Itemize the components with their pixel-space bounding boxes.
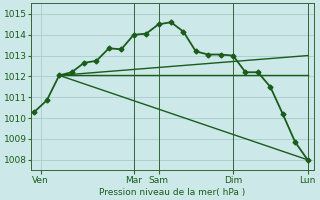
X-axis label: Pression niveau de la mer( hPa ): Pression niveau de la mer( hPa ): [99, 188, 245, 197]
